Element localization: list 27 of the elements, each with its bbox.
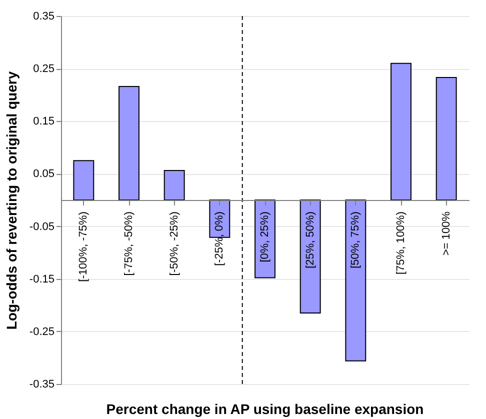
y-tick-label: 0.15: [33, 116, 54, 128]
bar: [436, 77, 457, 200]
x-tick-label: [-100%, -75%): [78, 212, 90, 282]
x-tick-label: [50%, 75%): [350, 212, 362, 268]
bar: [254, 200, 276, 278]
bar: [164, 170, 185, 200]
x-tick-label: [-50%, -25%): [168, 212, 180, 276]
x-tick-label: [25%, 50%): [304, 212, 316, 268]
x-tick-label: [-75%, -50%): [123, 212, 135, 276]
y-tick-label: 0.05: [33, 168, 54, 180]
bar: [390, 62, 412, 200]
y-tick-label: 0.25: [33, 63, 54, 76]
y-tick-label: -0.05: [29, 220, 54, 233]
y-tick-label: 0.35: [33, 10, 54, 22]
x-tick-label: >= 100%: [440, 211, 452, 256]
bar: [118, 86, 140, 200]
bar: [345, 200, 366, 362]
y-tick-label: -0.15: [29, 273, 54, 286]
bar: [300, 200, 321, 314]
x-axis-title: Percent change in AP using baseline expansion: [106, 401, 424, 417]
x-tick-label: [75%, 100%): [395, 212, 407, 274]
y-tick-label: -0.35: [29, 378, 54, 390]
x-tick-label: [0%, 25%): [259, 212, 271, 262]
y-axis-title: Log-odds of reverting to original query: [3, 71, 20, 330]
y-tick-label: -0.25: [29, 326, 54, 338]
bar: [73, 160, 94, 200]
x-tick-label: [-25%, 0%): [214, 212, 226, 266]
